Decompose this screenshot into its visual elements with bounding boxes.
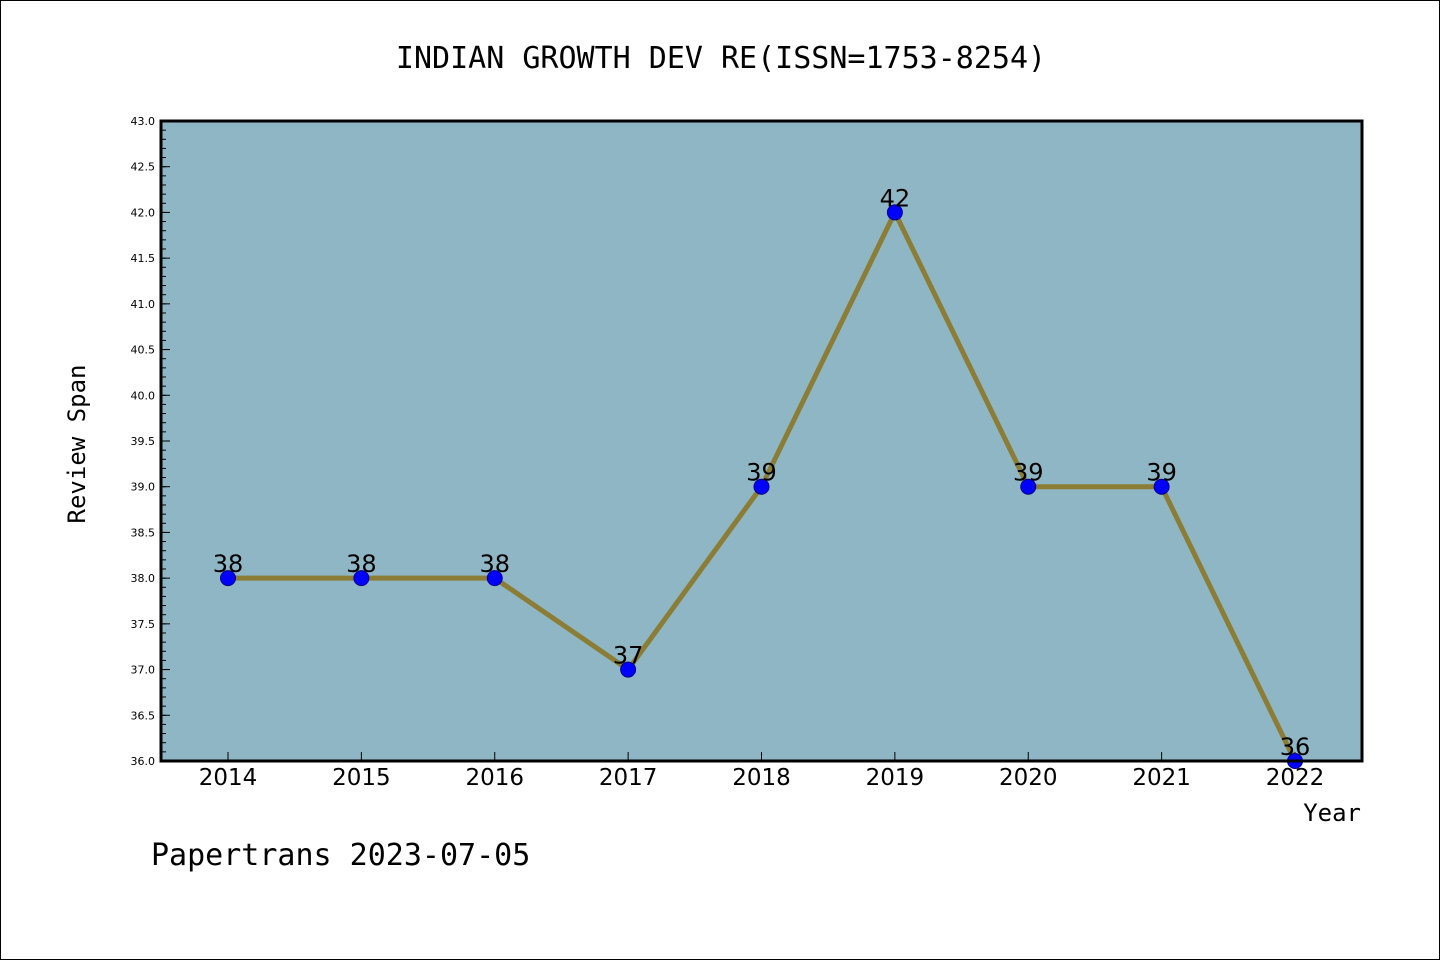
- y-tick-label: 42.0: [131, 206, 156, 219]
- data-label: 38: [479, 550, 510, 578]
- x-tick-label: 2020: [999, 765, 1058, 791]
- x-tick-label: 2017: [599, 765, 658, 791]
- data-point-marker: [1153, 478, 1170, 495]
- x-tick-label: 2019: [866, 765, 925, 791]
- y-tick-label: 41.5: [131, 252, 156, 265]
- y-tick-label: 37.5: [131, 618, 156, 631]
- y-axis-ticks: 36.0 36.5 37.0 37.5 38.0 38.5 39.0 39.5 40.0 40.5…: [131, 115, 170, 768]
- x-tick-label: 2014: [199, 765, 258, 791]
- data-point-marker: [1020, 478, 1037, 495]
- data-label: 36: [1280, 733, 1311, 761]
- data-point-marker: [353, 570, 370, 587]
- y-tick-label: 36.5: [131, 709, 156, 722]
- watermark-text: Papertrans 2023-07-05: [151, 838, 530, 873]
- plot-area: [161, 121, 1362, 761]
- data-point-marker: [886, 204, 903, 221]
- chart-title: INDIAN GROWTH DEV RE(ISSN=1753-8254): [396, 41, 1046, 76]
- data-label: 38: [213, 550, 244, 578]
- data-label: 42: [880, 184, 911, 212]
- data-label: 37: [613, 642, 644, 670]
- y-axis-label: Review Span: [63, 365, 91, 524]
- y-tick-label: 43.0: [131, 115, 156, 128]
- data-point-marker: [220, 570, 236, 587]
- data-point-marker: [486, 570, 503, 587]
- y-tick-label: 40.5: [131, 344, 156, 357]
- x-tick-label: 2015: [332, 765, 391, 791]
- y-tick-label: 36.0: [131, 755, 156, 768]
- data-point-marker: [753, 478, 770, 495]
- x-tick-label: 2022: [1266, 765, 1325, 791]
- x-tick-label: 2021: [1132, 765, 1191, 791]
- data-label: 39: [1013, 459, 1044, 487]
- y-tick-label: 40.0: [131, 389, 156, 402]
- data-label: 38: [346, 550, 377, 578]
- y-tick-label: 37.0: [131, 664, 156, 677]
- x-tick-label: 2018: [732, 765, 791, 791]
- data-label: 39: [1146, 459, 1177, 487]
- y-tick-label: 42.5: [131, 161, 156, 174]
- y-tick-label: 38.0: [131, 572, 156, 585]
- x-axis-ticks: 2014 2015 2016 2017 2018 2019 2020 2021 2022: [199, 752, 1325, 791]
- series-group: [220, 204, 1303, 769]
- data-label: 39: [746, 459, 777, 487]
- y-tick-label: 41.0: [131, 298, 156, 311]
- plot-border: [159, 119, 1364, 763]
- y-tick-label: 39.5: [131, 435, 156, 448]
- x-axis-label: Year: [1303, 799, 1361, 827]
- data-labels: 38 38 38 37 39 42 39 39 36: [213, 184, 1311, 761]
- data-point-marker: [620, 661, 637, 678]
- y-tick-label: 38.5: [131, 526, 156, 539]
- y-tick-label: 39.0: [131, 481, 156, 494]
- x-tick-label: 2016: [465, 765, 524, 791]
